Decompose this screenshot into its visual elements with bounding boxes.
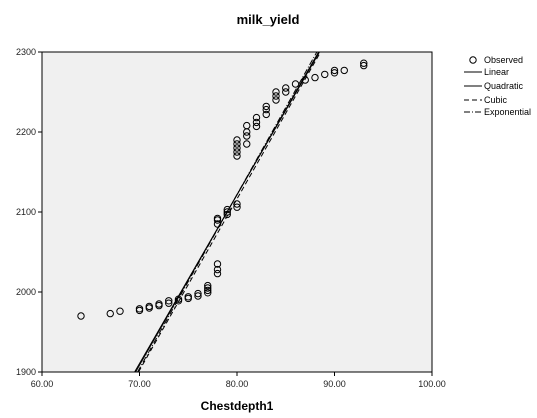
x-tick-label: 100.00 — [418, 379, 446, 389]
legend-item-linear: Linear — [464, 67, 509, 77]
observed-point — [330, 69, 339, 77]
observed-point — [223, 208, 231, 216]
observed-point — [213, 214, 222, 223]
legend-label-exponential: Exponential — [484, 107, 531, 117]
legend-item-quadratic: Quadratic — [464, 81, 524, 91]
observed-point — [252, 122, 261, 131]
observed-point — [272, 96, 280, 104]
legend-label-observed: Observed — [484, 55, 523, 65]
observed-point — [233, 148, 241, 156]
observed-point — [233, 140, 241, 148]
observed-point — [282, 88, 290, 96]
x-tick-label: 70.00 — [128, 379, 151, 389]
observed-point — [262, 102, 270, 111]
observed-point — [311, 73, 319, 82]
y-tick-label: 2000 — [16, 287, 36, 297]
legend-item-cubic: Cubic — [464, 95, 508, 105]
observed-point — [165, 297, 173, 305]
observed-point — [272, 88, 280, 96]
observed-point — [77, 312, 85, 320]
legend: Observed Linear Quadratic Cubic Exponent… — [464, 55, 531, 117]
observed-point — [233, 203, 241, 211]
observed-point — [360, 61, 368, 70]
observed-point — [204, 284, 212, 292]
x-axis: 60.00 70.00 80.00 90.00 100.00 — [31, 372, 446, 389]
legend-label-cubic: Cubic — [484, 95, 508, 105]
legend-item-exponential: Exponential — [464, 107, 531, 117]
x-tick-label: 90.00 — [323, 379, 346, 389]
observed-point — [223, 205, 231, 214]
observed-point — [213, 265, 222, 274]
observed-point — [272, 92, 280, 100]
observed-point — [321, 70, 329, 79]
observed-point — [135, 305, 144, 313]
observed-point — [301, 76, 309, 84]
observed-point — [360, 59, 368, 67]
observed-point — [262, 110, 270, 119]
y-tick-label: 1900 — [16, 367, 36, 377]
observed-point — [291, 80, 300, 88]
observed-marker-icon — [469, 56, 477, 64]
observed-point — [213, 269, 222, 278]
observed-point — [204, 281, 212, 290]
chart-title: milk_yield — [237, 12, 300, 27]
plot-area — [41, 51, 433, 373]
fit-line-quadratic — [135, 52, 320, 372]
observed-point — [194, 289, 202, 298]
observed-point — [252, 118, 261, 127]
observed-point — [106, 309, 114, 318]
observed-point — [204, 289, 212, 297]
observed-point — [330, 66, 339, 75]
observed-point — [213, 260, 222, 268]
observed-point — [233, 152, 241, 160]
fit-lines — [134, 52, 322, 372]
observed-point — [282, 84, 290, 92]
observed-point — [262, 105, 270, 114]
observed-point — [116, 307, 124, 315]
observed-point — [243, 121, 251, 130]
y-tick-label: 2100 — [16, 207, 36, 217]
observed-point — [194, 292, 202, 300]
legend-label-linear: Linear — [484, 67, 509, 77]
observed-point — [145, 302, 153, 311]
observed-point — [252, 113, 261, 122]
observed-point — [223, 210, 231, 219]
fit-line-cubic — [138, 52, 322, 372]
observed-point — [165, 299, 173, 307]
y-tick-label: 2200 — [16, 127, 36, 137]
legend-item-observed: Observed — [469, 55, 523, 65]
x-axis-title: Chestdepth1 — [201, 399, 274, 413]
observed-point — [184, 293, 192, 301]
observed-point — [174, 295, 183, 303]
y-tick-label: 2300 — [16, 47, 36, 57]
observed-point — [204, 286, 212, 295]
x-tick-label: 60.00 — [31, 379, 54, 389]
x-tick-label: 80.00 — [226, 379, 249, 389]
observed-points — [77, 59, 368, 320]
observed-point — [233, 144, 241, 152]
observed-point — [213, 220, 222, 228]
fit-line-exponential — [137, 52, 318, 372]
legend-label-quadratic: Quadratic — [484, 81, 524, 91]
observed-point — [243, 132, 251, 140]
observed-point — [243, 140, 251, 148]
observed-point — [340, 66, 348, 75]
y-axis: 1900 2000 2100 2200 2300 — [16, 47, 42, 377]
observed-point — [233, 200, 241, 208]
observed-point — [233, 136, 241, 144]
observed-point — [155, 300, 163, 308]
